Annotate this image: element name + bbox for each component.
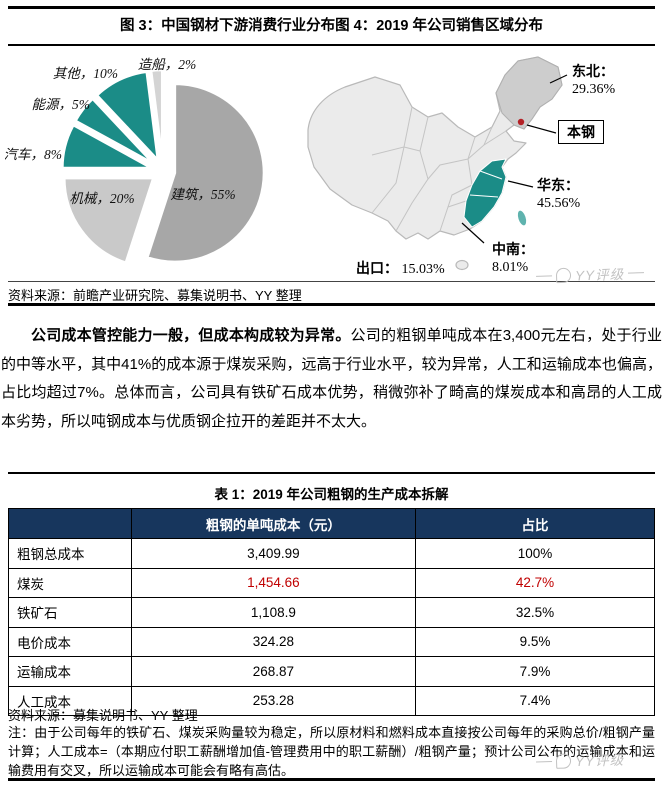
- cell-item: 铁矿石: [8, 597, 132, 628]
- map-label-south: 中南： 8.01%: [492, 243, 534, 275]
- company-label-box: 本钢: [558, 120, 604, 144]
- cell-item: 运输成本: [8, 656, 132, 687]
- cost-table-body: 粗钢总成本 3,409.99 100% 煤炭 1,454.66 42.7% 铁矿石 1,108…: [8, 538, 656, 716]
- figure-source: 资料来源：前瞻产业研究院、募集说明书、YY 整理: [8, 288, 302, 303]
- pie-slice-建筑: [145, 82, 266, 264]
- figure-source-topline: [8, 281, 655, 282]
- cell-cost: 1,108.9: [130, 597, 416, 628]
- cell-item: 电价成本: [8, 626, 132, 657]
- watermark-top: YY评级: [536, 262, 645, 286]
- table-title: 表 1：2019 年公司粗钢的生产成本拆解: [214, 487, 449, 502]
- watermark-dash: [536, 274, 553, 277]
- watermark-dash: [536, 760, 553, 763]
- leader-lines: [461, 74, 568, 244]
- table-header-row: 粗钢的单吨成本（元） 占比: [8, 508, 656, 539]
- table-row: 人工成本 253.28 7.4%: [8, 685, 656, 716]
- header-cost: 粗钢的单吨成本（元）: [130, 508, 416, 539]
- cell-share: 100%: [414, 538, 656, 569]
- pie-label-其他: 其他，10%: [53, 66, 118, 81]
- cell-share: 42.7%: [414, 567, 656, 598]
- pie-slice-机械: [63, 176, 156, 265]
- map-region-northeast: [495, 56, 563, 130]
- pie-label-建筑: 建筑，55%: [170, 187, 235, 202]
- pie-label-造船: 造船，2%: [138, 57, 197, 72]
- east-region-borders: [469, 170, 503, 198]
- pie-chart: 建筑，55% 机械，20% 汽车，8% 能源，5% 其他，10% 造船，2%: [5, 57, 266, 265]
- company-location-dot: [517, 118, 525, 126]
- top-rule: [8, 6, 655, 9]
- yy-logo-icon: [555, 267, 572, 283]
- cell-item: 粗钢总成本: [8, 538, 132, 569]
- map-label-export: 出口： 15.03%: [356, 262, 445, 277]
- paragraph-lead: 公司成本管控能力一般，但成本构成较为异常。: [31, 327, 351, 344]
- figure-title: 图 3：中国钢材下游消费行业分布图 4：2019 年公司销售区域分布: [120, 18, 543, 34]
- yy-logo-icon: [555, 752, 572, 769]
- cell-cost: 1,454.66: [130, 567, 416, 598]
- cell-cost: 253.28: [130, 685, 416, 716]
- cell-share: 32.5%: [414, 597, 656, 628]
- watermark-bottom: YY评级: [536, 748, 625, 771]
- cell-share: 7.4%: [414, 685, 656, 716]
- pie-slice-汽车: [61, 123, 153, 170]
- pie-slice-造船: [149, 68, 164, 160]
- table-title-topline: [8, 472, 655, 474]
- pie-slice-其他: [95, 70, 160, 164]
- watermark-dash: [627, 271, 645, 274]
- table-row: 粗钢总成本 3,409.99 100%: [8, 538, 656, 569]
- pie-label-机械: 机械，20%: [69, 191, 134, 206]
- body-paragraph: 公司成本管控能力一般，但成本构成较为异常。公司的粗钢单吨成本在3,400元左右，…: [1, 322, 662, 436]
- paragraph-rest: 公司的粗钢单吨成本在3,400元左右，处于行业的中等水平，其中41%的成本源于煤…: [1, 327, 662, 430]
- title-underline: [8, 44, 655, 46]
- cost-table: 粗钢的单吨成本（元） 占比 粗钢总成本 3,409.99 100% 煤炭 1,454.6…: [8, 508, 656, 716]
- cell-share: 7.9%: [414, 656, 656, 687]
- table-row: 运输成本 268.87 7.9%: [8, 656, 656, 687]
- province-borders: [371, 106, 507, 232]
- cell-cost: 268.87: [130, 656, 416, 687]
- pie-label-能源: 能源，5%: [32, 97, 91, 112]
- cell-cost: 324.28: [130, 626, 416, 657]
- table-row: 铁矿石 1,108.9 32.5%: [8, 597, 656, 628]
- china-map: [307, 56, 568, 271]
- cell-share: 9.5%: [414, 626, 656, 657]
- bottom-rule: [8, 778, 655, 781]
- cell-item: 人工成本: [8, 685, 132, 716]
- pie-label-汽车: 汽车，8%: [5, 147, 62, 162]
- pie-slice-能源: [73, 97, 155, 165]
- map-taiwan: [517, 209, 527, 227]
- header-item: [8, 508, 132, 539]
- header-share: 占比: [414, 508, 656, 539]
- map-label-northeast: 东北： 29.36%: [572, 65, 616, 97]
- figure-source-bottomline: [8, 303, 655, 306]
- cell-cost: 3,409.99: [130, 538, 416, 569]
- map-label-east: 华东： 45.56%: [537, 179, 581, 211]
- table-row: 电价成本 324.28 9.5%: [8, 626, 656, 657]
- table-source: 资料来源：募集说明书、YY 整理: [8, 708, 198, 723]
- table-row: 煤炭 1,454.66 42.7%: [8, 567, 656, 598]
- table-note: 注：由于公司每年的铁矿石、煤炭采购量较为稳定，所以原材料和燃料成本直接按公司每年…: [8, 725, 655, 778]
- cell-item: 煤炭: [8, 567, 132, 598]
